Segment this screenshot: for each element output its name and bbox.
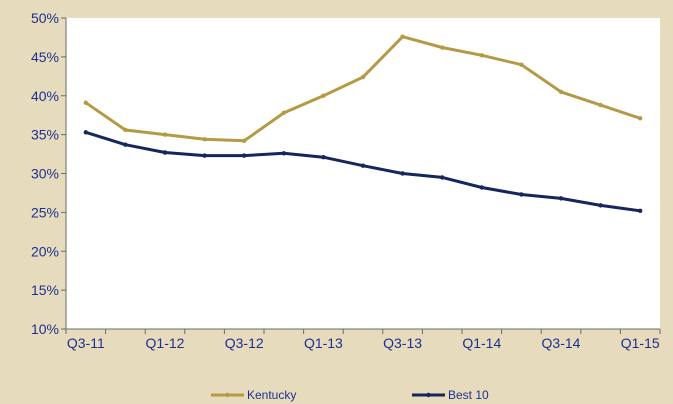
data-point xyxy=(202,153,207,158)
legend-label-1: Best 10 xyxy=(448,388,489,402)
data-point xyxy=(360,74,366,80)
y-tick-label: 35% xyxy=(31,127,59,143)
data-point xyxy=(321,93,326,98)
x-tick-label: Q3-13 xyxy=(383,335,422,351)
y-tick-label: 15% xyxy=(31,282,59,298)
data-point xyxy=(558,196,564,201)
legend-marker-0 xyxy=(225,392,230,398)
data-point xyxy=(123,127,128,133)
data-point xyxy=(519,192,524,197)
x-tick-label: Q1-15 xyxy=(621,335,660,351)
data-point xyxy=(400,171,405,176)
data-point xyxy=(479,53,484,58)
x-tick-label: Q1-12 xyxy=(146,335,185,351)
x-tick-label: Q3-11 xyxy=(67,335,105,351)
data-point xyxy=(321,154,326,160)
data-point xyxy=(598,203,603,208)
legend-label-0: Kentucky xyxy=(247,388,296,402)
data-point xyxy=(558,89,564,95)
data-point xyxy=(598,102,603,108)
data-point xyxy=(242,138,247,144)
y-tick-label: 25% xyxy=(31,204,59,220)
data-point xyxy=(440,45,445,50)
data-point xyxy=(440,175,445,180)
x-tick-label: Q1-13 xyxy=(304,335,343,351)
x-tick-label: Q1-14 xyxy=(462,335,501,351)
x-tick-label: Q3-14 xyxy=(542,335,581,351)
data-point xyxy=(162,132,168,137)
y-axis: 10% 15% 20% 25% 30% 35% 40% 45% 50% xyxy=(31,10,67,337)
y-tick-label: 50% xyxy=(31,10,59,26)
plot-area xyxy=(66,18,660,329)
x-axis: Q3-11 Q1-12 Q3-12 Q1-13 Q3-13 Q1-14 Q3-14 Q1-15 xyxy=(65,328,661,351)
data-point xyxy=(123,142,128,147)
y-tick-label: 10% xyxy=(31,321,59,337)
y-tick-label: 45% xyxy=(31,49,59,65)
data-point xyxy=(281,110,286,116)
x-tick-label: Q3-12 xyxy=(225,335,264,351)
data-point xyxy=(638,208,643,214)
legend: Kentucky Best 10 xyxy=(211,388,489,402)
data-point xyxy=(400,34,405,39)
y-tick-label: 30% xyxy=(31,166,59,182)
data-point xyxy=(83,130,89,135)
data-point xyxy=(202,137,207,142)
data-point xyxy=(83,100,89,105)
data-point xyxy=(519,62,524,67)
series-layer xyxy=(83,34,643,214)
data-point xyxy=(162,150,168,155)
legend-marker-1 xyxy=(426,392,431,398)
data-point xyxy=(638,116,643,121)
data-point xyxy=(479,185,484,190)
data-point xyxy=(242,153,247,158)
y-tick-label: 40% xyxy=(31,88,59,104)
data-point xyxy=(281,151,286,156)
y-tick-label: 20% xyxy=(31,243,59,259)
data-point xyxy=(360,163,366,168)
